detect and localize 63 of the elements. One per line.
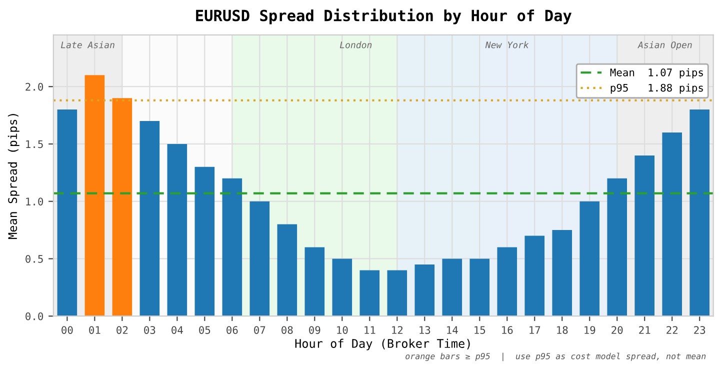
x-tick-label: 17 [530,326,540,334]
x-tick-label: 18 [557,326,568,334]
x-tick-label: 12 [392,326,403,334]
bar [112,98,132,316]
legend-label: p95 1.88 pips [610,84,703,94]
bar [222,178,242,316]
x-tick-label: 20 [612,326,623,334]
y-tick-label: 1.0 [26,198,44,206]
x-tick-label: 08 [282,326,293,334]
band-label: London [340,41,372,48]
bar [634,155,654,316]
bar [360,270,380,316]
x-tick-label: 01 [89,326,100,334]
x-tick-label: 22 [666,326,678,334]
x-tick-label: 00 [62,326,73,334]
legend-label: Mean 1.07 pips [610,68,703,78]
bar [277,224,298,316]
bar [414,264,435,316]
x-tick-label: 11 [364,326,376,334]
x-tick-label: 14 [447,326,458,334]
band-label: Late Asian [60,41,114,48]
bar [167,144,188,316]
x-tick-label: 09 [309,326,320,334]
bar [387,270,408,316]
x-tick-label: 02 [116,326,128,334]
bar [607,178,627,316]
bar [580,201,600,316]
y-tick-label: 1.5 [26,140,43,148]
y-axis-title: Mean Spread (pips) [8,114,20,240]
x-tick-label: 05 [199,326,210,334]
bar [304,247,325,316]
bar [662,132,682,316]
band-label: Asian Open [638,41,692,50]
x-tick-label: 16 [502,326,513,334]
bar [442,258,462,316]
y-tick-label: 0.5 [26,254,43,263]
bar [84,75,105,316]
bar [250,201,270,316]
x-tick-label: 03 [144,326,156,334]
x-tick-label: 06 [226,326,238,334]
chart-title: EURUSD Spread Distribution by Hour of Day [196,8,572,24]
x-tick-label: 04 [172,326,183,334]
bar [690,110,710,316]
bar [524,236,545,316]
y-tick-label: 2.0 [26,82,44,91]
bar [470,258,490,316]
x-tick-label: 15 [474,326,486,334]
band-label: New York [485,41,529,48]
x-tick-label: 19 [584,326,596,334]
x-tick-label: 10 [337,326,348,334]
x-tick-label: 23 [694,326,706,334]
x-axis-title: Hour of Day (Broker Time) [295,338,470,350]
bar [332,258,352,316]
x-tick-label: 13 [420,326,430,334]
y-tick-label: 0.0 [26,312,44,320]
x-tick-label: 21 [639,326,650,334]
bar [57,110,78,316]
bar [140,121,160,316]
bar [194,166,215,316]
x-tick-label: 07 [254,326,266,334]
text: orange bars ≥ p95 | use p95 as cost model spread, not mean [406,352,706,362]
bar [497,247,518,316]
bar [552,230,572,316]
